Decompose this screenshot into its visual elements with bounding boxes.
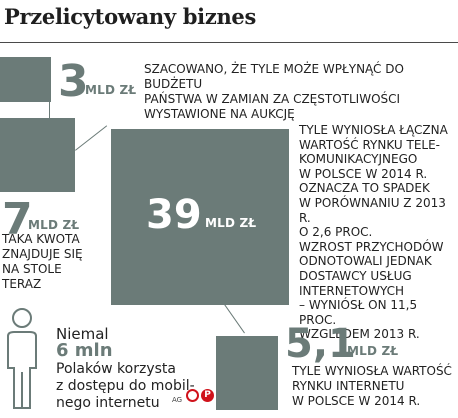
value-39: 39	[146, 192, 202, 238]
value-7: 7	[2, 194, 33, 245]
value-box-39	[111, 129, 289, 305]
person-icon	[7, 308, 37, 409]
value-3: 3	[58, 56, 89, 107]
note-intro: Niemal	[56, 325, 109, 343]
caption-5-1: TYLE WYNIOSŁA WARTOŚĆ RYNKU INTERNETU W …	[292, 364, 452, 408]
value-5-1: 5,1	[285, 321, 356, 367]
title-divider	[0, 42, 458, 43]
note-value: 6 mln	[56, 340, 113, 361]
connector-line	[221, 300, 245, 334]
value-box-7	[0, 118, 75, 192]
caption-3: SZACOWANO, ŻE TYLE MOŻE WPŁYNĄĆ DO BUDŻE…	[144, 62, 404, 121]
page-title: Przelicytowany biznes	[4, 4, 256, 29]
value-box-3	[0, 57, 51, 102]
connector-line	[75, 125, 108, 151]
caption-7: TAKA KWOTA ZNAJDUJE SIĘ NA STOLE TERAZ	[2, 232, 83, 291]
unit-39: MLD ZŁ	[205, 216, 257, 230]
caption-39: TYLE WYNIOSŁA ŁĄCZNA WARTOŚĆ RYNKU TELE-…	[299, 123, 448, 342]
publisher-logo: P	[201, 389, 214, 402]
author-credit: AG	[172, 396, 183, 404]
note-text: Polaków korzysta z dostępu do mobil- neg…	[56, 361, 195, 411]
unit-3: MLD ZŁ	[85, 83, 137, 97]
value-box-5-1	[216, 336, 278, 410]
copyright-icon	[186, 389, 199, 402]
unit-7: MLD ZŁ	[28, 218, 80, 232]
unit-5-1: MLD ZŁ	[347, 344, 399, 358]
